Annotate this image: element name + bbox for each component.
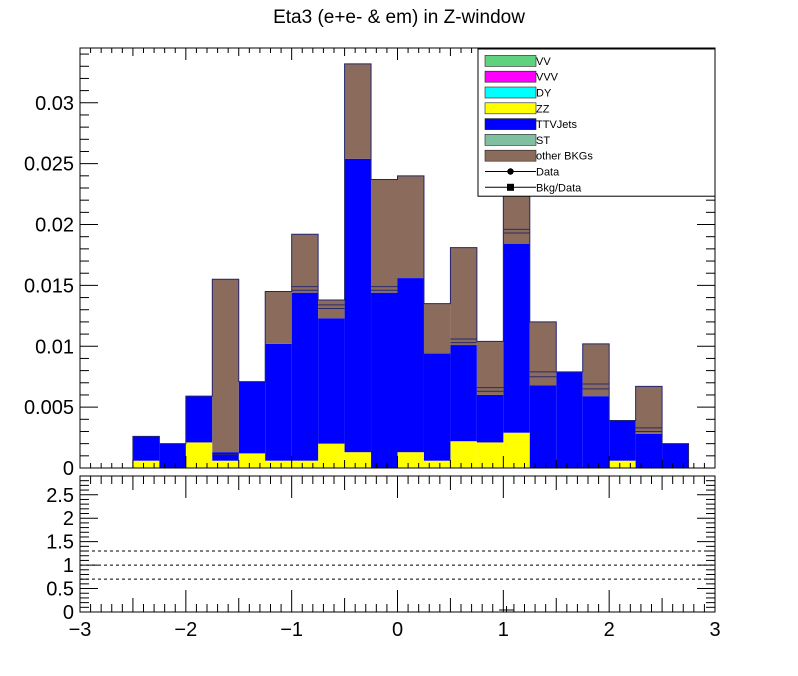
bottom-xtick-label: 0 bbox=[392, 619, 403, 641]
bottom-ytick-label: 0.5 bbox=[46, 579, 74, 601]
bar-ttvjets-14 bbox=[450, 345, 477, 442]
bar-other-bkgs-7 bbox=[265, 291, 292, 344]
bar-ttvjets-8 bbox=[291, 292, 319, 461]
bar-ttvjets-7 bbox=[265, 343, 292, 461]
bottom-ytick-label: 2.5 bbox=[46, 485, 74, 507]
bottom-ytick-label: 1.5 bbox=[46, 532, 74, 554]
bar-zz-16 bbox=[503, 432, 530, 468]
legend-swatch-st bbox=[484, 134, 537, 146]
top-stack-outline bbox=[80, 63, 715, 469]
bar-ttvjets-5 bbox=[212, 452, 239, 461]
bar-ttvjets-15 bbox=[476, 394, 504, 443]
top-ytick-label: 0.02 bbox=[35, 215, 74, 237]
bar-ttvjets-4 bbox=[185, 396, 213, 443]
bar-ttvjets-16 bbox=[503, 244, 530, 433]
top-internal-lines bbox=[212, 228, 663, 456]
bar-zz-7 bbox=[265, 460, 292, 468]
bottom-tick-labels: 00.511.522.5−3 −2 −1 0 1 2 3 bbox=[46, 485, 720, 641]
top-stack-bars bbox=[132, 63, 689, 468]
bottom-xtick-label: −2 bbox=[174, 619, 197, 641]
legend-label-vv: VV bbox=[536, 56, 551, 68]
bar-ttvjets-19 bbox=[582, 396, 610, 468]
legend-label-data: Data bbox=[536, 167, 560, 179]
bottom-xtick-label: −3 bbox=[69, 619, 92, 641]
bar-zz-8 bbox=[291, 460, 319, 468]
legend-swatch-dy bbox=[484, 86, 537, 99]
bar-other-bkgs-15 bbox=[476, 341, 504, 395]
top-ytick-label: 0.005 bbox=[24, 397, 74, 419]
stack-outline bbox=[80, 63, 715, 469]
legend-label-other-bkgs: other BKGs bbox=[536, 151, 593, 163]
bar-ttvjets-6 bbox=[238, 381, 266, 454]
top-ytick-label: 0.01 bbox=[35, 336, 74, 358]
bar-ttvjets-12 bbox=[397, 278, 424, 453]
legend-label-st: ST bbox=[536, 135, 550, 147]
top-ytick-label: 0.015 bbox=[24, 275, 74, 297]
legend-label-bkg-data: Bkg/Data bbox=[536, 182, 582, 194]
bar-zz-4 bbox=[185, 442, 213, 468]
legend-marker-bkg-data bbox=[507, 183, 514, 191]
bar-zz-12 bbox=[397, 452, 424, 468]
bar-ttvjets-3 bbox=[159, 443, 186, 468]
bar-zz-9 bbox=[318, 443, 345, 468]
bar-other-bkgs-11 bbox=[371, 179, 398, 293]
chart-title: Eta3 (e+e- & em) in Z-window bbox=[273, 7, 525, 28]
legend-label-vvv: VVV bbox=[536, 72, 559, 84]
bar-zz-2 bbox=[132, 460, 160, 468]
bar-other-bkgs-9 bbox=[318, 300, 345, 319]
top-ytick-label: 0 bbox=[63, 458, 74, 480]
bar-zz-5 bbox=[212, 460, 239, 468]
bottom-ytick-label: 1 bbox=[63, 555, 74, 577]
bar-other-bkgs-19 bbox=[582, 343, 610, 397]
bar-other-bkgs-5 bbox=[212, 279, 239, 453]
bottom-xtick-label: 3 bbox=[709, 619, 720, 641]
legend-swatch-other-bkgs bbox=[484, 149, 537, 162]
bar-zz-6 bbox=[238, 453, 266, 468]
bar-other-bkgs-8 bbox=[291, 234, 319, 293]
bar-zz-14 bbox=[450, 441, 477, 468]
bottom-ytick-label: 0 bbox=[63, 602, 74, 624]
bar-other-bkgs-10 bbox=[344, 63, 372, 159]
legend-swatch-vvv bbox=[484, 70, 537, 83]
legend-label-ttvjets: TTVJets bbox=[536, 119, 577, 131]
bar-ttvjets-17 bbox=[529, 385, 557, 468]
bar-ttvjets-22 bbox=[662, 443, 689, 468]
legend-label-zz: ZZ bbox=[536, 103, 550, 115]
bar-other-bkgs-12 bbox=[397, 175, 424, 279]
bar-other-bkgs-21 bbox=[635, 386, 663, 434]
top-ytick-label: 0.025 bbox=[24, 154, 74, 176]
bar-ttvjets-20 bbox=[609, 420, 636, 461]
bottom-reference-lines bbox=[80, 550, 715, 612]
bottom-xtick-label: −1 bbox=[280, 619, 303, 641]
bar-other-bkgs-13 bbox=[423, 303, 451, 354]
bar-ttvjets-18 bbox=[556, 371, 583, 468]
bar-ttvjets-2 bbox=[132, 436, 160, 461]
bar-ttvjets-9 bbox=[318, 318, 345, 444]
bar-zz-10 bbox=[344, 452, 372, 468]
bar-zz-13 bbox=[423, 460, 451, 468]
legend-swatch-vv bbox=[484, 55, 537, 67]
bar-other-bkgs-17 bbox=[529, 321, 557, 386]
bottom-xtick-label: 2 bbox=[604, 619, 615, 641]
bar-zz-15 bbox=[476, 442, 504, 468]
bar-other-bkgs-14 bbox=[450, 247, 477, 346]
bar-ttvjets-13 bbox=[423, 353, 451, 461]
bottom-axes bbox=[79, 475, 716, 613]
bar-ttvjets-11 bbox=[371, 292, 398, 468]
top-ytick-label: 0.03 bbox=[35, 93, 74, 115]
legend-swatch-ttvjets bbox=[484, 118, 537, 130]
bottom-ytick-label: 2 bbox=[63, 508, 74, 530]
top-y-tick-labels: 0 0.005 0.01 0.015 0.02 0.025 0.03 bbox=[24, 93, 74, 480]
bar-ttvjets-10 bbox=[344, 158, 372, 453]
legend-label-dy: DY bbox=[536, 88, 552, 100]
legend-swatch-zz bbox=[484, 102, 537, 115]
bar-zz-20 bbox=[609, 460, 636, 468]
bottom-xtick-label: 1 bbox=[498, 619, 509, 641]
legend-marker-data bbox=[507, 168, 514, 175]
bar-ttvjets-21 bbox=[635, 433, 663, 468]
